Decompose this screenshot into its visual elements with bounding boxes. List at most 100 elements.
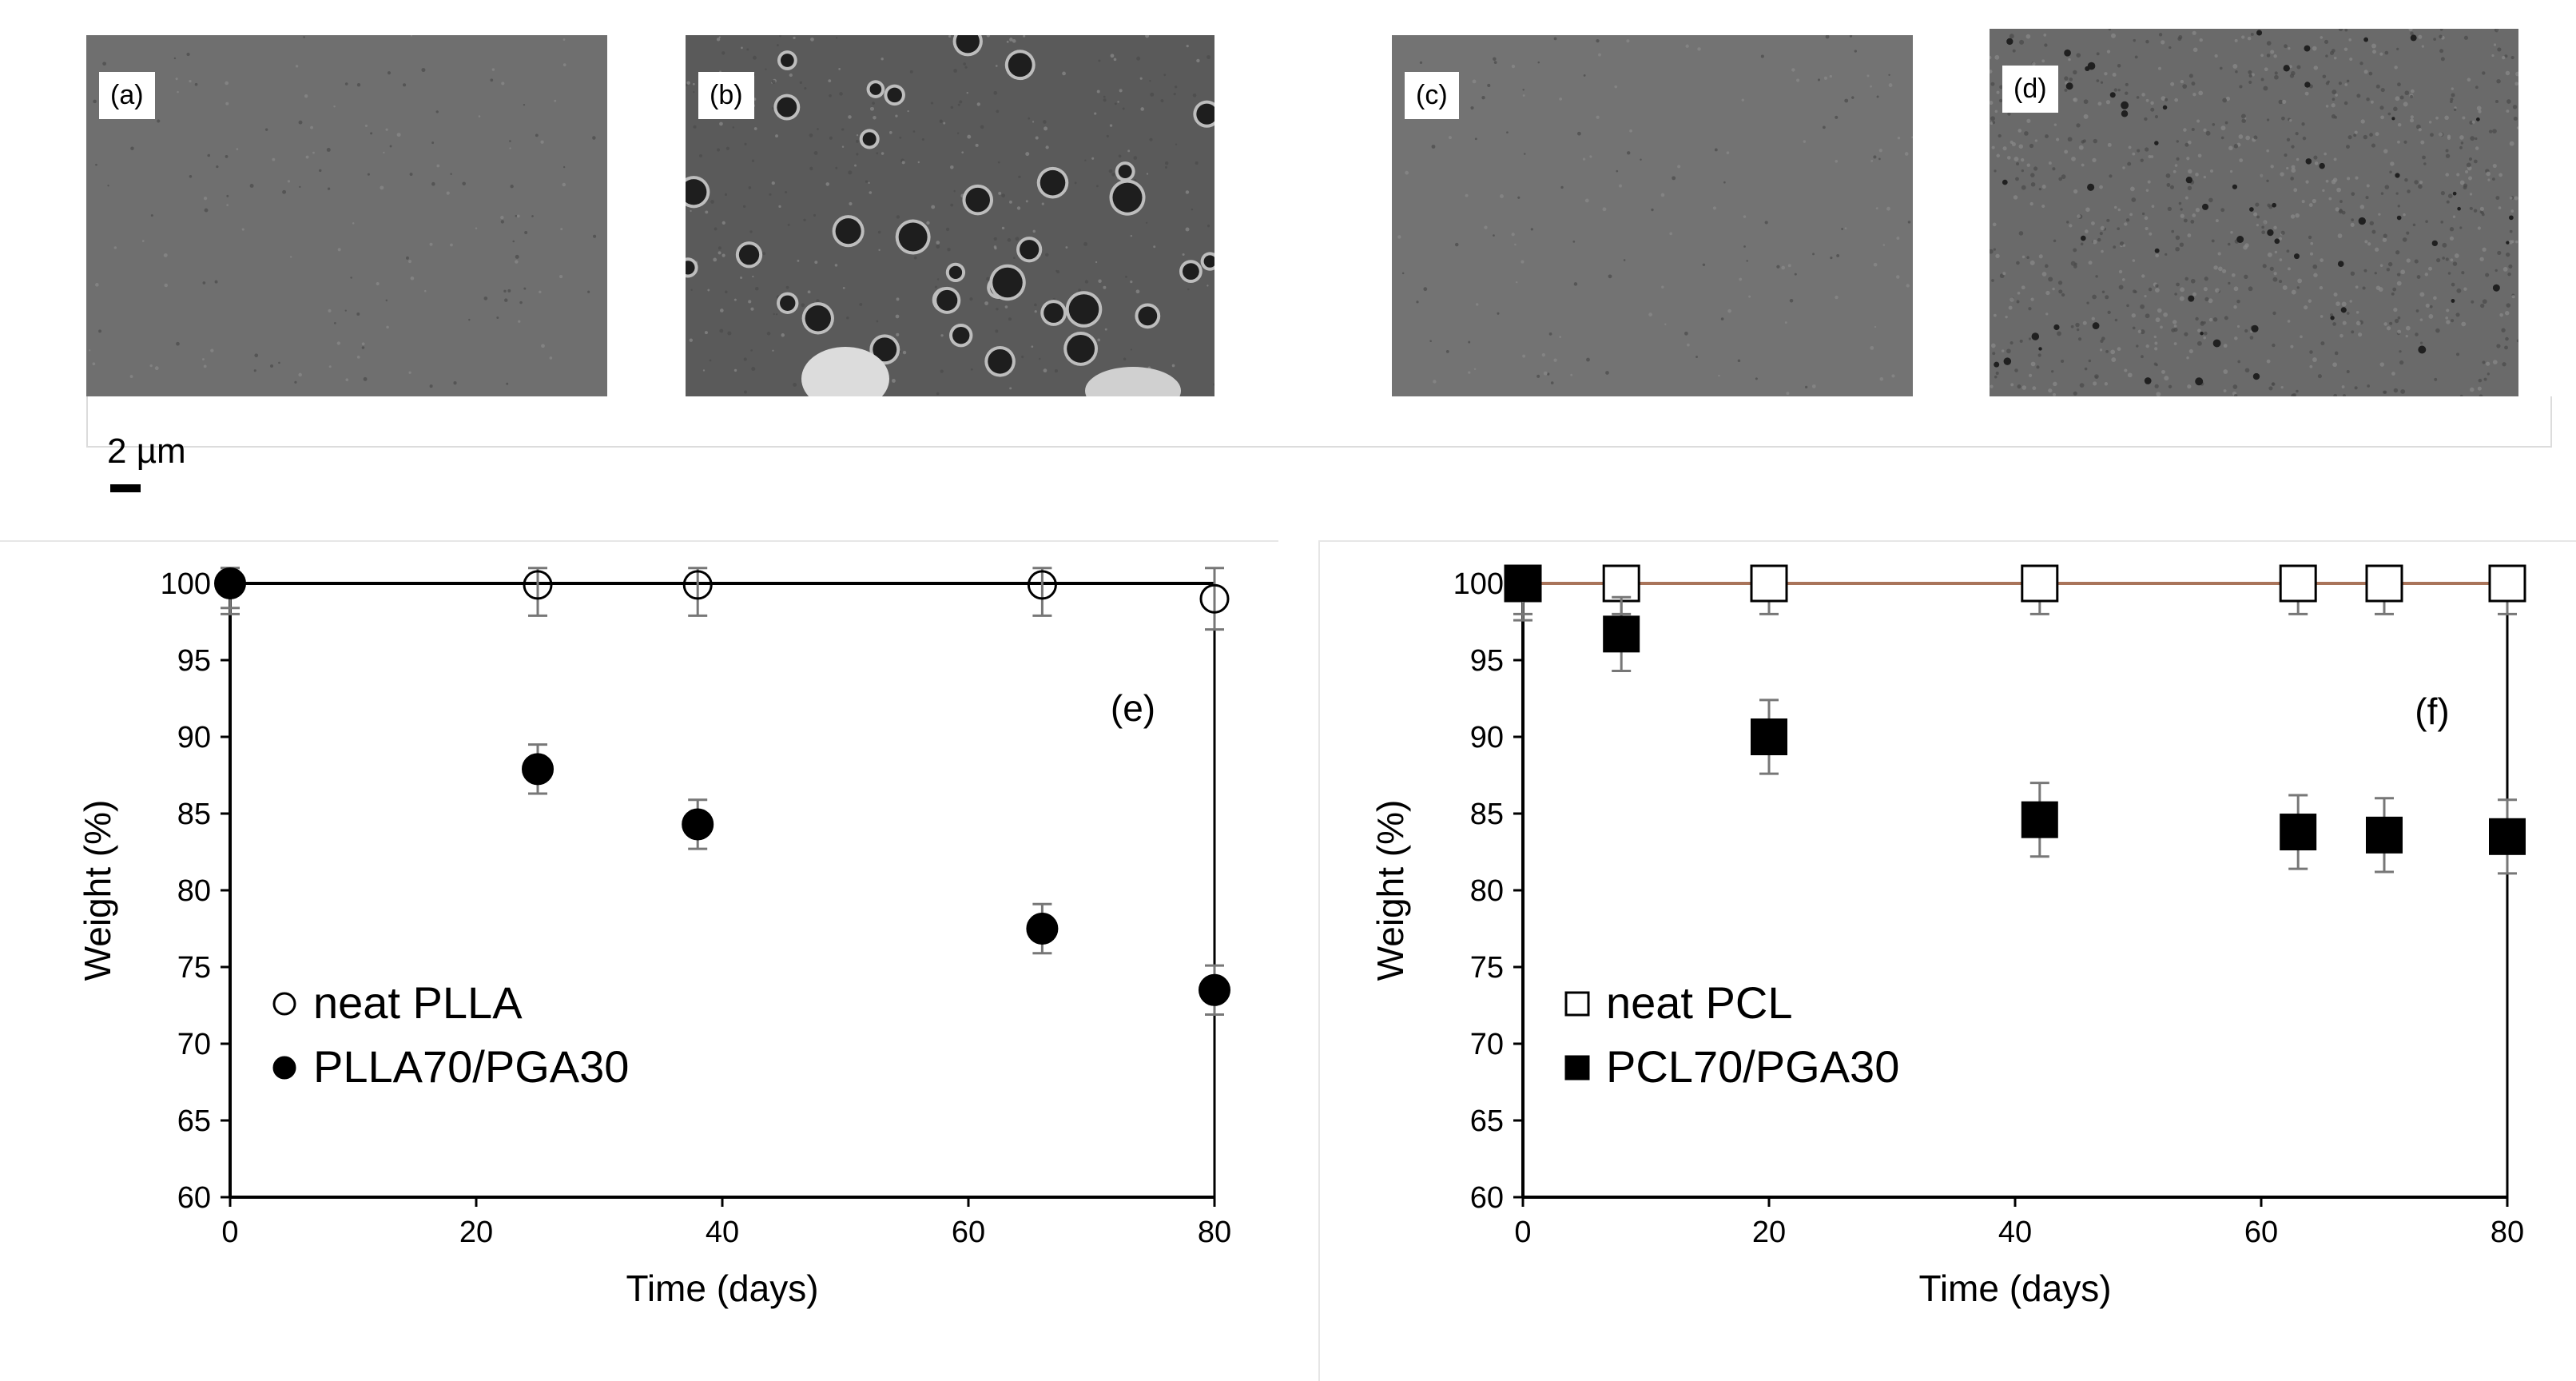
sem-speck	[1098, 59, 1101, 62]
sem-speck	[356, 312, 360, 316]
sem-speck	[1743, 215, 1747, 218]
sem-speck	[2105, 349, 2109, 353]
x-tick-label: 40	[706, 1216, 739, 1249]
sem-speck	[2088, 359, 2092, 363]
sem-speck	[1468, 340, 1471, 344]
sem-speck	[2282, 99, 2287, 104]
sem-speck	[1034, 303, 1037, 307]
data-point	[2366, 816, 2403, 854]
sem-speck	[2203, 331, 2208, 336]
sem-speck	[2410, 115, 2414, 119]
sem-speck	[2346, 79, 2350, 83]
sem-speck	[741, 46, 743, 50]
panel-label: (f)	[2415, 690, 2449, 732]
sem-speck	[710, 200, 714, 204]
sem-speck	[2499, 312, 2503, 317]
sem-speck	[2445, 153, 2451, 158]
sem-speck	[1702, 263, 1706, 267]
sem-speck	[1743, 245, 1746, 248]
sem-speck	[1876, 95, 1879, 98]
sem-speck	[705, 210, 709, 214]
sem-speck	[1149, 79, 1151, 82]
sem-speck	[2332, 322, 2336, 326]
sem-speck	[2145, 344, 2149, 348]
sem-speck	[410, 35, 413, 37]
sem-speck	[2335, 301, 2340, 306]
sem-speck	[2076, 53, 2081, 58]
sem-speck	[2320, 315, 2324, 318]
sem-speck	[2234, 38, 2238, 42]
sem-speck	[2002, 272, 2006, 276]
sem-speck	[2203, 128, 2207, 132]
sem-speck	[707, 289, 710, 292]
sem-speck	[1651, 208, 1654, 212]
sem-speck	[2251, 73, 2255, 77]
sem-speck	[107, 185, 109, 187]
sem-speck	[1511, 64, 1516, 69]
sem-speck	[1433, 380, 1437, 384]
sem-speck	[515, 214, 518, 217]
sem-speck	[2261, 230, 2265, 235]
sem-speck	[765, 68, 767, 70]
sem-speck	[2127, 372, 2133, 378]
sem-speck	[2171, 229, 2175, 233]
sem-speck	[2083, 99, 2089, 105]
sem-speck	[328, 365, 332, 368]
sem-speck	[1094, 112, 1097, 115]
sem-speck	[2133, 38, 2137, 42]
sem-speck	[2188, 169, 2192, 174]
sem-speck	[2230, 230, 2233, 234]
sem-image-d: (d)	[1990, 29, 2518, 396]
sem-speck	[2363, 134, 2368, 140]
sem-speck	[2383, 149, 2388, 153]
sem-speck	[2371, 43, 2376, 49]
sem-speck	[2473, 159, 2478, 164]
sem-speck	[1741, 98, 1744, 101]
sem-speck	[2470, 136, 2475, 141]
sem-speck	[1572, 240, 1576, 243]
sem-speck	[2281, 116, 2285, 121]
sem-speck	[2105, 295, 2109, 300]
sem-speck	[2449, 236, 2455, 241]
sem-speck	[2429, 304, 2433, 308]
sem-speck	[1878, 157, 1881, 161]
sem-speck	[771, 181, 775, 185]
sem-speck	[2182, 84, 2188, 89]
sem-speck	[2016, 162, 2020, 166]
sem-speck	[1886, 206, 1890, 211]
data-point	[2021, 564, 2059, 603]
sem-speck	[2190, 220, 2195, 224]
sem-speck	[2266, 149, 2270, 153]
sem-speck	[2332, 177, 2338, 182]
sem-pit	[2410, 34, 2417, 42]
sem-speck	[1153, 245, 1156, 249]
sem-speck	[2290, 177, 2294, 181]
sem-speck	[2391, 292, 2395, 296]
sem-pit	[2363, 37, 2369, 42]
sem-speck	[1043, 120, 1047, 124]
sem-speck	[2160, 325, 2163, 329]
sem-speck	[2496, 78, 2501, 84]
sem-speck	[2077, 214, 2081, 218]
sem-speck	[817, 128, 819, 130]
sem-speck	[2349, 58, 2353, 62]
sem-speck	[809, 166, 813, 171]
sem-speck	[516, 214, 520, 218]
sem-speck	[2086, 301, 2089, 304]
sem-speck	[2050, 370, 2054, 373]
sem-speck	[2028, 307, 2032, 311]
sem-speck	[2114, 318, 2118, 322]
sem-speck	[429, 384, 433, 388]
sem-speck	[2421, 45, 2425, 48]
sem-speck	[2451, 282, 2455, 287]
sem-speck	[2204, 277, 2208, 281]
sem-speck	[1677, 165, 1681, 169]
sem-speck	[2378, 213, 2381, 216]
sem-speck	[2125, 91, 2129, 95]
sem-speck	[1083, 241, 1088, 246]
sem-speck	[2029, 373, 2033, 377]
sem-speck	[2077, 337, 2082, 341]
sem-speck	[2509, 196, 2513, 200]
sem-speck	[2002, 146, 2007, 151]
sem-speck	[2462, 116, 2466, 120]
